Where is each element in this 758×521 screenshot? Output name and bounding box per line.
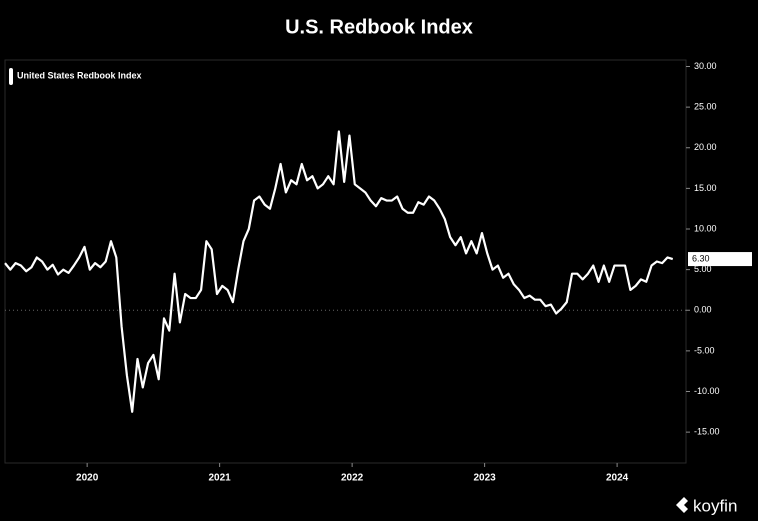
y-tick-label: 30.00 [694, 61, 717, 71]
legend-swatch [9, 68, 13, 85]
y-tick-label: 10.00 [694, 223, 717, 233]
brand-logo: koyfin [676, 496, 737, 515]
last-value-box [688, 252, 752, 267]
series-line [4, 130, 674, 413]
y-tick-label: -15.00 [694, 427, 720, 437]
brand-name: koyfin [693, 496, 737, 515]
brand-icon [676, 497, 688, 513]
y-tick-label: 25.00 [694, 102, 717, 112]
x-tick-label: 2024 [606, 473, 629, 484]
plot-frame [4, 59, 687, 464]
y-tick-label: -10.00 [694, 386, 720, 396]
y-tick-label: 0.00 [694, 305, 712, 315]
y-tick-label: -5.00 [694, 345, 715, 355]
x-tick-label: 2022 [341, 473, 364, 484]
x-tick-label: 2020 [76, 473, 99, 484]
x-tick-label: 2021 [209, 473, 232, 484]
last-value-label: 6.30 [692, 253, 710, 263]
legend-label: United States Redbook Index [17, 70, 142, 80]
chart-title: U.S. Redbook Index [285, 16, 473, 38]
y-tick-label: 15.00 [694, 183, 717, 193]
x-tick-label: 2023 [473, 473, 496, 484]
y-tick-label: 20.00 [694, 142, 717, 152]
y-tick-label: 5.00 [694, 264, 712, 274]
